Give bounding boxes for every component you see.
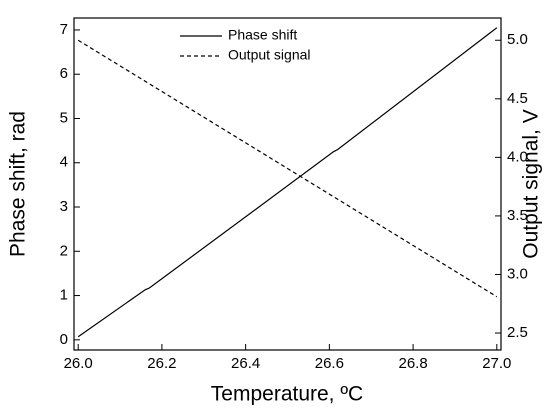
y2-tick-label: 2.5 bbox=[507, 324, 528, 341]
y-tick-label: 0 bbox=[60, 331, 68, 348]
x-tick-label: 26.6 bbox=[315, 355, 344, 372]
x-tick-label: 26.8 bbox=[398, 355, 427, 372]
y2-tick-label: 4.0 bbox=[507, 148, 528, 165]
legend-label: Phase shift bbox=[228, 27, 297, 43]
y-axis-title: Phase shift, rad bbox=[7, 111, 30, 257]
x-axis-title: Temperature, ºC bbox=[211, 383, 363, 406]
y-tick-label: 7 bbox=[60, 21, 68, 38]
y2-tick-label: 3.5 bbox=[507, 207, 528, 224]
y-tick-label: 1 bbox=[60, 287, 68, 304]
y2-axis-title: Output signal, V bbox=[520, 109, 543, 258]
y2-tick-label: 5.0 bbox=[507, 31, 528, 48]
y-tick-label: 5 bbox=[60, 109, 68, 126]
data-line bbox=[77, 27, 498, 338]
x-tick-label: 27.0 bbox=[482, 355, 511, 372]
y-tick-label: 4 bbox=[60, 154, 68, 171]
legend-label: Output signal bbox=[228, 47, 311, 63]
y-tick-label: 2 bbox=[60, 242, 68, 259]
plot-frame bbox=[73, 17, 502, 351]
y2-tick-label: 3.0 bbox=[507, 265, 528, 282]
y2-tick-label: 4.5 bbox=[507, 90, 528, 107]
y-tick-label: 3 bbox=[60, 198, 68, 215]
y-tick-label: 6 bbox=[60, 65, 68, 82]
x-tick-label: 26.4 bbox=[231, 355, 260, 372]
data-line bbox=[77, 39, 498, 298]
x-tick-label: 26.2 bbox=[147, 355, 176, 372]
x-tick-label: 26.0 bbox=[64, 355, 93, 372]
